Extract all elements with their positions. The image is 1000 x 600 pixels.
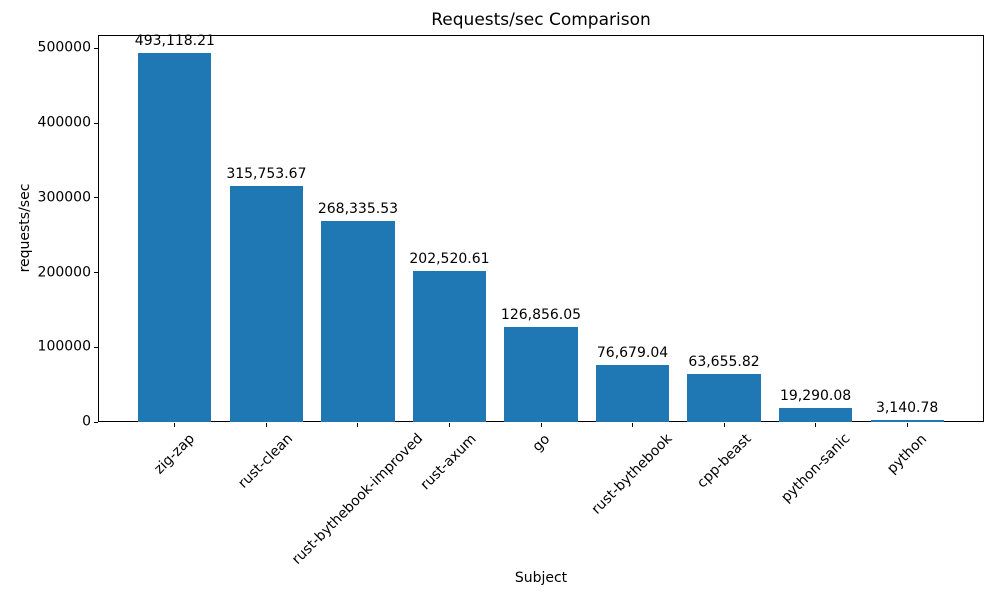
x-tick-mark: [265, 423, 267, 427]
x-axis-label: Subject: [514, 570, 568, 586]
x-tick-mark: [632, 423, 634, 427]
x-tick-label: go: [529, 430, 553, 455]
x-tick-label: rust-bythebook: [588, 431, 676, 518]
bar-value-label: 3,140.78: [875, 399, 939, 416]
x-tick-mark: [357, 423, 359, 427]
y-tick-mark: [94, 272, 98, 273]
bar-value-label: 202,520.61: [409, 250, 490, 267]
bar-value-label: 126,856.05: [500, 307, 582, 324]
y-tick-label: 100000: [37, 338, 91, 355]
bar-value-label: 19,290.08: [779, 387, 852, 404]
x-tick-label: rust-clean: [235, 430, 297, 492]
y-tick-label: 500000: [37, 39, 91, 56]
bar: [870, 419, 944, 422]
y-tick-mark: [94, 346, 98, 348]
y-tick-mark: [94, 421, 98, 423]
y-tick-mark: [94, 122, 98, 124]
bar: [778, 407, 853, 422]
chart-title: Requests/sec Comparison: [431, 10, 651, 30]
x-tick-label: python: [883, 430, 930, 477]
x-tick-label: python-sanic: [777, 430, 854, 507]
y-tick-label: 0: [82, 413, 91, 430]
x-tick-label: rust-bythebook-improved: [288, 430, 427, 569]
y-tick-mark: [94, 197, 98, 199]
y-tick-mark: [94, 47, 98, 49]
bar-value-label: 76,679.04: [596, 344, 669, 361]
bar: [595, 364, 670, 422]
x-tick-mark: [540, 423, 542, 427]
y-tick-label: 300000: [37, 189, 91, 206]
bar: [138, 53, 212, 422]
bar: [504, 327, 578, 422]
bar: [229, 185, 304, 422]
y-tick-label: 400000: [37, 114, 91, 131]
bar-value-label: 315,753.67: [226, 165, 307, 182]
bar-value-label: 268,335.53: [317, 201, 399, 218]
x-tick-label: cpp-beast: [693, 430, 755, 492]
bar: [687, 374, 761, 422]
bar-value-label: 63,655.82: [688, 354, 760, 371]
bar: [321, 221, 395, 422]
y-tick-label: 200000: [37, 264, 91, 280]
x-tick-mark: [448, 423, 450, 427]
x-tick-mark: [723, 423, 725, 427]
x-tick-mark: [174, 423, 176, 427]
x-tick-mark: [906, 423, 908, 427]
x-tick-label: rust-axum: [417, 431, 481, 494]
bar-value-label: 493,118.21: [134, 33, 215, 50]
x-tick-mark: [815, 423, 817, 427]
bar: [412, 270, 487, 422]
x-tick-label: zig-zap: [151, 430, 198, 478]
